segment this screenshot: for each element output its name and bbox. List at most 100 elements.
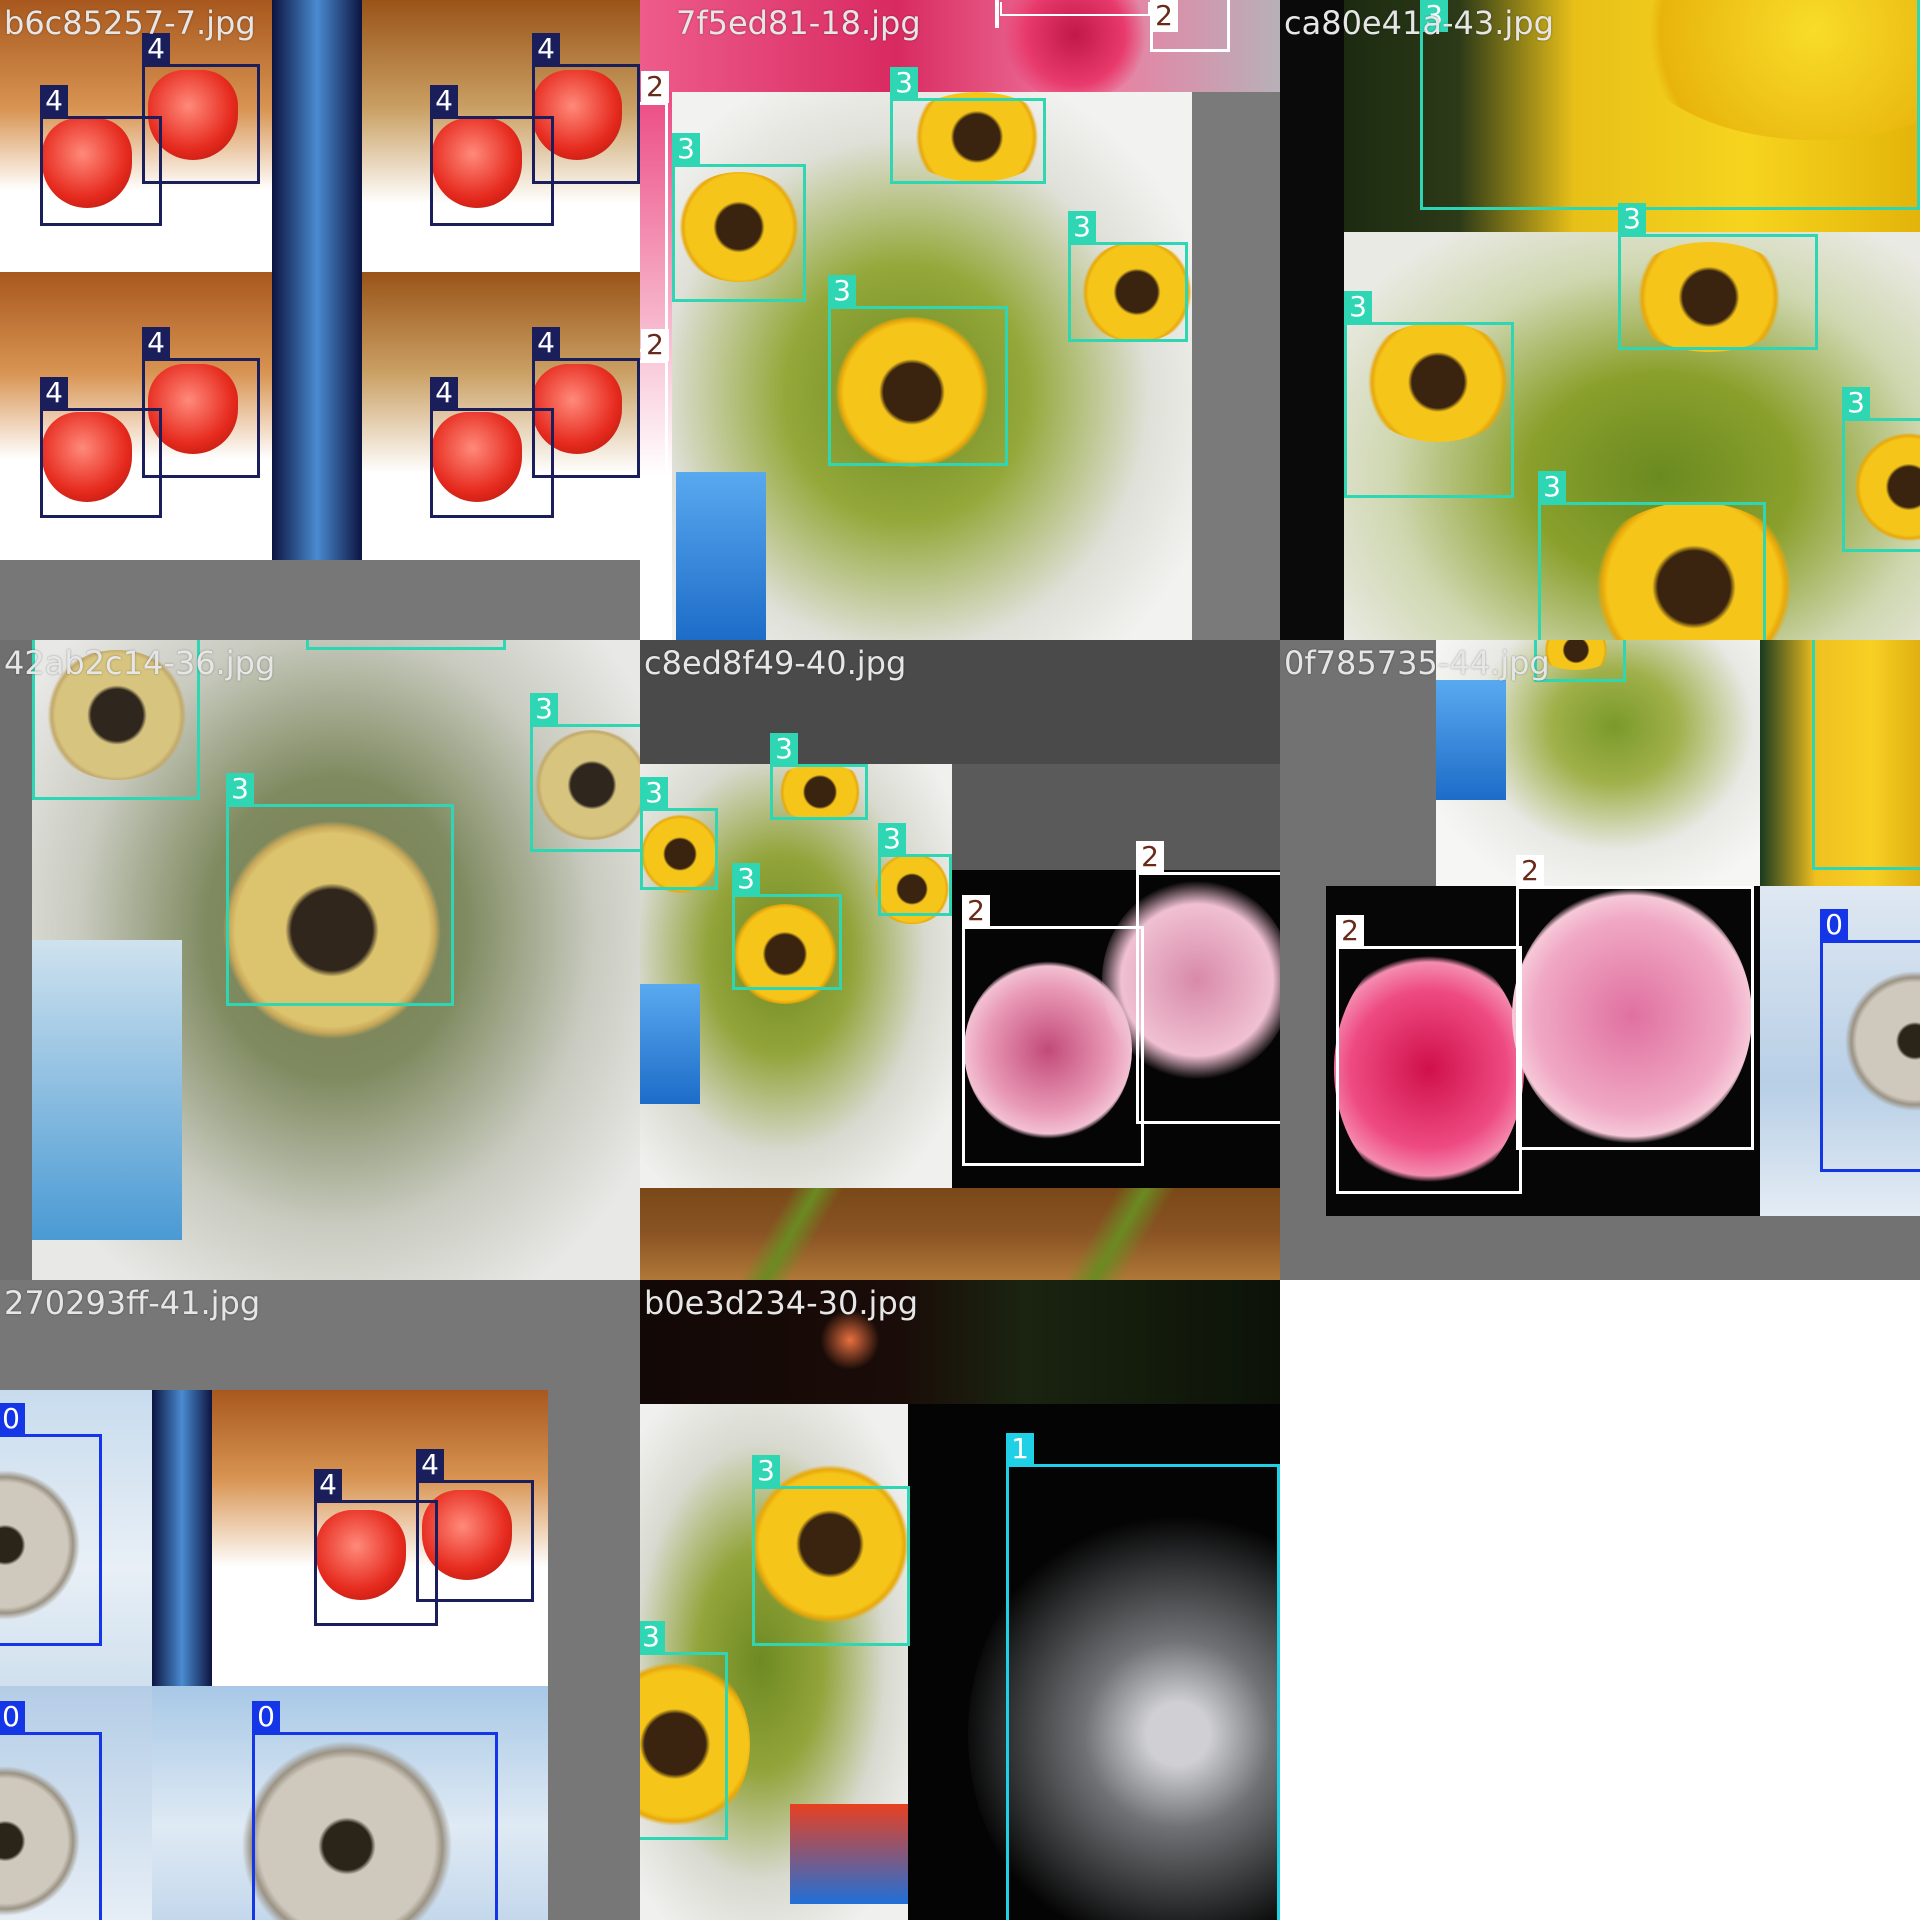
bbox-class-3: 3: [752, 1455, 910, 1646]
bbox-class-3: 3: [878, 823, 952, 916]
sunflower: [832, 317, 992, 467]
bbox-class-4: 4: [532, 33, 640, 184]
bbox-class-3: 3: [1344, 291, 1514, 498]
bbox-class-3: 3: [1534, 640, 1626, 682]
class-label: 4: [430, 85, 458, 117]
mosaic-tile-3: 3 3 3 3 3 ca80e41a-43.jpg: [1280, 0, 1920, 640]
photo-tulip-c: [0, 272, 272, 560]
bbox-class-2: 2: [640, 329, 669, 570]
bbox-class-3: 3: [732, 863, 842, 990]
mosaic-tile-2: 2 2 2 2 3 3 3 3 7f5ed81-18.jpg: [640, 0, 1280, 640]
mosaic-tile-5: 3 3 3 3 2 2 c8ed8f49-40.jpg: [640, 640, 1280, 1280]
photo-daisy-a: [0, 1390, 152, 1686]
bbox-class-2: 2: [1336, 915, 1522, 1194]
class-label: 0: [1820, 909, 1848, 941]
bbox-class-3: 3: [1068, 211, 1188, 342]
padding-dark: [640, 640, 1280, 764]
bbox-class-3: 3: [530, 693, 640, 852]
photo-sunflower-small: [640, 764, 952, 1188]
bbox-class-1: 1: [1006, 1433, 1280, 1920]
bbox-class-3: 3: [828, 275, 1008, 466]
class-label: 2: [641, 329, 669, 361]
class-label: 3: [732, 863, 760, 895]
tulip-flower: [316, 1510, 406, 1600]
class-label: 0: [0, 1701, 25, 1733]
padding-dark: [1280, 0, 1344, 640]
tile-filename: 7f5ed81-18.jpg: [676, 4, 921, 42]
bbox-class-0: 0: [0, 1701, 102, 1920]
class-label: 2: [641, 71, 669, 103]
mosaic-tile-8: 3 3 1 b0e3d234-30.jpg: [640, 1280, 1280, 1920]
photo-tulip-strip: [640, 1188, 1280, 1280]
bbox-class-4: 4: [430, 85, 554, 226]
mosaic-tile-4: 3 3 3 3 42ab2c14-36.jpg: [0, 640, 640, 1280]
padding: [0, 640, 32, 1280]
bbox-class-2: [1000, 2, 1150, 16]
bbox-class-4: 4: [416, 1449, 534, 1602]
photo-sunflower-bouquet-zoom: [1344, 232, 1920, 640]
bbox-class-3: 3: [1420, 0, 1920, 210]
bbox-class-3: 3: [1842, 387, 1920, 552]
bbox-class-2: 2: [1136, 841, 1280, 1124]
tile-filename: 42ab2c14-36.jpg: [4, 644, 276, 682]
bbox-class-2: 2: [995, 0, 999, 28]
bbox-class-3: 3: [770, 733, 868, 820]
photo-pink-roses: [952, 870, 1280, 1188]
rose-flower: [1512, 886, 1752, 1146]
photo-sunflower-edge: [1760, 640, 1920, 886]
sunflower: [42, 650, 192, 780]
class-label: 3: [1538, 471, 1566, 503]
class-label: 4: [40, 377, 68, 409]
bbox-class-0: 0: [1820, 909, 1920, 1172]
class-label: 2: [1150, 0, 1178, 32]
bbox-class-4: 4: [532, 327, 640, 478]
bbox-class-3: 3: [226, 773, 454, 1006]
tulip-flower: [432, 412, 522, 502]
bbox-class-0: 0: [252, 1701, 498, 1920]
bbox-class-2: 2: [1150, 0, 1230, 52]
class-label: 0: [252, 1701, 280, 1733]
photo-tulip-b: [272, 0, 640, 272]
bbox-class-3: 3: [306, 640, 506, 650]
photo-tulip-vase: [152, 1390, 548, 1686]
class-label: 4: [416, 1449, 444, 1481]
tile-filename: 270293ff-41.jpg: [4, 1284, 261, 1322]
class-label: 4: [532, 33, 560, 65]
class-label: 2: [1336, 915, 1364, 947]
tile-filename: 0f785735-44.jpg: [1284, 644, 1550, 682]
tile-filename: b0e3d234-30.jpg: [644, 1284, 919, 1322]
class-label: 4: [142, 33, 170, 65]
sunflower: [872, 854, 952, 924]
bbox-class-3: 3: [1618, 203, 1818, 350]
class-label: 2: [962, 895, 990, 927]
sunflower: [750, 1464, 908, 1624]
class-label: 3: [1344, 291, 1372, 323]
sunflower: [674, 172, 804, 282]
class-label: 3: [828, 275, 856, 307]
rose-flower: [1102, 880, 1280, 1080]
photo-sunflower-desaturated: [32, 640, 640, 1280]
mosaic-tile-7: 0 4 4 0 0 270293ff-41.jpg: [0, 1280, 640, 1920]
empty-cell: [1280, 1280, 1920, 1920]
bbox-class-3: 3: [1538, 471, 1766, 640]
class-label: 3: [1618, 203, 1646, 235]
tulip-flower: [148, 364, 238, 454]
class-label: 3: [878, 823, 906, 855]
sunflower: [1358, 322, 1518, 442]
bbox-class-2: 2: [1516, 855, 1754, 1150]
photo-tulip-a: [0, 0, 272, 272]
tulip-flower: [432, 118, 522, 208]
tulip-flower: [42, 118, 132, 208]
sunflower: [1584, 502, 1804, 640]
class-label: 0: [0, 1403, 25, 1435]
class-label: 4: [532, 327, 560, 359]
class-label: 4: [40, 85, 68, 117]
bbox-class-3: 3: [672, 133, 806, 302]
class-label: 4: [314, 1469, 342, 1501]
class-label: 4: [430, 377, 458, 409]
tulip-flower: [532, 70, 622, 160]
photo-sunflower-closeup: [1344, 0, 1920, 232]
class-label: 3: [1842, 387, 1870, 419]
tulip-flower: [148, 70, 238, 160]
bbox-class-3: 3: [32, 640, 200, 800]
